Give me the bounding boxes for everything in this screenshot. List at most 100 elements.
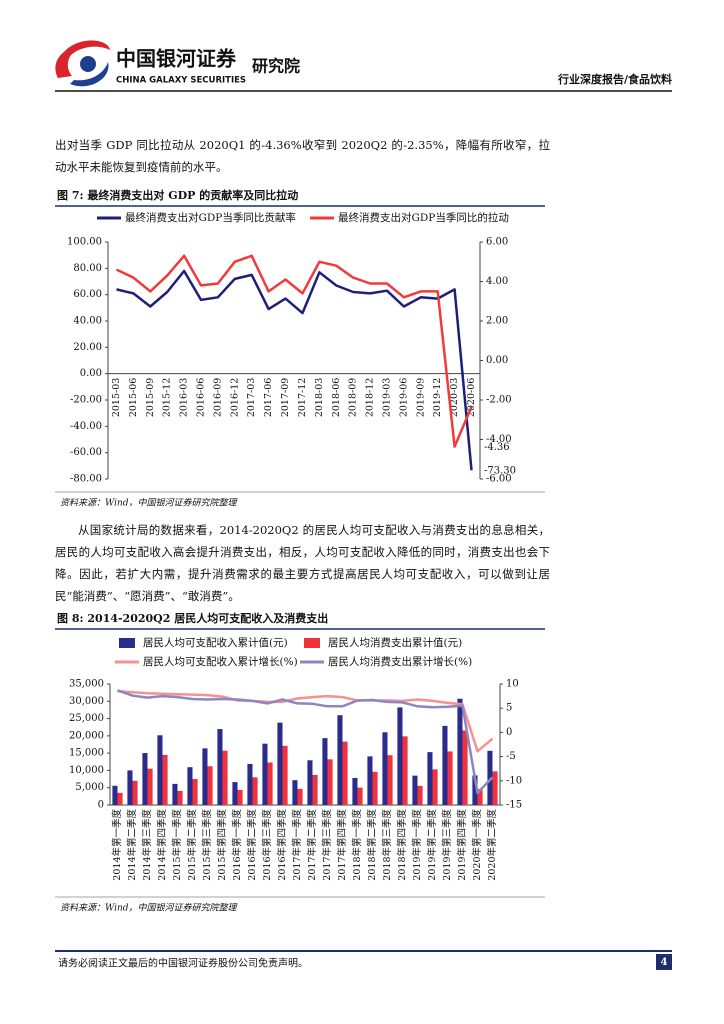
bar [177, 790, 183, 805]
chart-title: 图 7: 最终消费支出对 GDP 的贡献率及同比拉动 [57, 188, 298, 202]
x-tick-label: 2016年第一季度 [231, 809, 243, 881]
x-tick-label: 2015年第三季度 [201, 809, 213, 881]
y2-tick-label: 6.00 [486, 237, 508, 248]
series-line [117, 690, 494, 753]
bar [222, 750, 228, 805]
x-tick-label: 2018年第二季度 [366, 809, 378, 881]
y-tick-label: -20.00 [70, 395, 102, 406]
series-line [115, 254, 473, 448]
chart-title: 图 8: 2014-2020Q2 居民人均可支配收入及消费支出 [57, 611, 328, 625]
legend-label: 最终消费支出对GDP当季同比的拉动 [338, 211, 509, 224]
bar [312, 774, 318, 805]
x-tick-label: 2018年第一季度 [351, 809, 363, 881]
y2-tick-label: 4.00 [486, 276, 508, 287]
x-tick-label: 2016-03 [179, 378, 190, 417]
bar [457, 698, 463, 805]
y2-tick-label: -6.00 [486, 474, 512, 485]
bar [337, 715, 343, 805]
x-tick-label: 2017-03 [246, 378, 257, 417]
x-tick-label: 2018年第三季度 [381, 809, 393, 881]
x-tick-label: 2018-06 [331, 378, 342, 417]
logo-swoosh [55, 46, 80, 78]
bar [307, 760, 313, 805]
y2-tick-label: -10 [506, 775, 522, 786]
page-number-box [656, 954, 672, 970]
bar [162, 754, 168, 805]
y2-tick-label: -4.00 [486, 434, 512, 445]
x-tick-label: 2018-09 [348, 378, 359, 417]
x-tick-label: 2014年第一季度 [111, 809, 123, 881]
bar [472, 775, 478, 805]
value-label: -73.30 [484, 466, 516, 477]
report-type: 行业深度报告/食品饮料 [557, 72, 672, 86]
y-tick-label: 25,000 [69, 713, 104, 724]
y2-tick-label: -5 [506, 751, 516, 762]
y-tick-label: 20,000 [69, 730, 104, 741]
logo-cn: 中国银河证券 [116, 47, 237, 71]
y-tick-label: 20.00 [73, 342, 102, 353]
x-tick-label: 2019年第二季度 [426, 809, 438, 881]
bar [417, 785, 423, 805]
institute: 研究院 [252, 57, 300, 76]
y-tick-label: 0.00 [80, 368, 102, 379]
y2-tick-label: 0 [506, 727, 512, 738]
bar [342, 741, 348, 805]
bar [387, 755, 393, 805]
bar [247, 763, 253, 805]
bar [432, 769, 438, 805]
legend-label: 最终消费支出对GDP当季同比贡献率 [125, 211, 296, 224]
y-tick-label: -60.00 [70, 447, 102, 458]
bar [447, 751, 453, 805]
y-tick-label: -40.00 [70, 421, 102, 432]
x-tick-label: 2019年第一季度 [411, 809, 423, 881]
chart-source: 资料来源：Wind，中国银河证券研究院整理 [60, 498, 239, 509]
x-tick-label: 2014年第二季度 [126, 809, 138, 881]
bar [207, 766, 213, 805]
bar [217, 729, 223, 805]
bar [357, 787, 363, 805]
x-tick-label: 2017年第三季度 [321, 809, 333, 881]
logo-en: CHINA GALAXY SECURITIES [116, 76, 246, 86]
y-tick-label: 0 [98, 800, 104, 811]
bar [477, 789, 483, 805]
bar [192, 779, 198, 805]
x-tick-label: 2017-09 [280, 378, 291, 417]
bar [402, 736, 408, 805]
bar [112, 785, 118, 805]
bar [382, 732, 388, 805]
bar [277, 722, 283, 805]
y-tick-label: 100.00 [67, 237, 102, 248]
x-tick-label: 2017-06 [263, 378, 274, 417]
x-tick-label: 2020-03 [449, 378, 460, 417]
x-tick-label: 2016年第二季度 [246, 809, 258, 881]
y2-tick-label: -15 [506, 800, 522, 811]
legend-label: 居民人均可支配收入累计增长(%) [143, 655, 298, 668]
x-tick-label: 2015年第二季度 [186, 809, 198, 881]
bar [142, 753, 148, 805]
y2-tick-label: -2.00 [486, 395, 512, 406]
bar [252, 777, 258, 805]
series-line [116, 269, 473, 471]
y2-tick-label: 10 [506, 679, 519, 690]
bar [267, 762, 273, 805]
chart-source: 资料来源：Wind，中国银河证券研究院整理 [60, 903, 239, 914]
bar [397, 707, 403, 805]
x-tick-label: 2014年第四季度 [156, 809, 168, 881]
x-tick-label: 2015-06 [128, 378, 139, 417]
x-tick-label: 2015年第一季度 [171, 809, 183, 881]
bar [412, 775, 418, 805]
bar [132, 780, 138, 805]
logo-swoosh [64, 40, 110, 56]
x-tick-label: 2015-03 [111, 378, 122, 417]
legend-swatch [304, 638, 320, 648]
bar [297, 788, 303, 805]
bar [322, 738, 328, 805]
bar [157, 735, 163, 805]
x-tick-label: 2017年第一季度 [291, 809, 303, 881]
paragraph: 从国家统计局的数据来看，2014-2020Q2 的居民人均可支配收入与消费支出的… [55, 523, 550, 603]
x-tick-label: 2019-06 [398, 378, 409, 417]
bar [352, 777, 358, 805]
legend-label: 居民人均消费支出累计值(元) [328, 636, 462, 649]
x-tick-label: 2016年第三季度 [261, 809, 273, 881]
